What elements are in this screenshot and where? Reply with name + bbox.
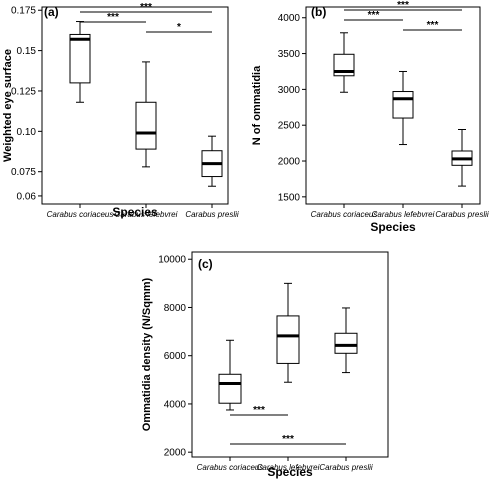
- y-tick-label: 2500: [278, 121, 301, 132]
- y-tick-label: 2000: [278, 157, 301, 168]
- y-tick-label: 0.10: [17, 127, 37, 138]
- significance-label: ***: [253, 405, 265, 416]
- y-tick-label: 10000: [158, 255, 186, 266]
- y-tick-label: 0.15: [17, 46, 37, 57]
- iqr-box: [135, 101, 157, 150]
- iqr-box: [276, 315, 300, 364]
- significance-label: ***: [140, 2, 152, 13]
- x-axis-title: Species: [267, 465, 313, 479]
- x-axis-title: Species: [112, 205, 158, 219]
- box-3: [451, 128, 473, 187]
- y-tick-label: 3000: [278, 85, 301, 96]
- x-tick-label: Carabus preslii: [319, 463, 373, 472]
- y-axis-title: Weighted eye surface: [2, 49, 14, 162]
- y-axis-title: N of ommatidia: [251, 65, 263, 145]
- panel-label: (a): [44, 5, 59, 19]
- y-tick-label: 8000: [164, 303, 187, 314]
- x-tick-label: Carabus lefebvrei: [115, 210, 178, 219]
- x-tick-label: Carabus coriaceus: [311, 210, 378, 219]
- panel-label: (c): [198, 257, 213, 271]
- x-tick-label: Carabus lefebvrei: [257, 463, 320, 472]
- box-2: [392, 70, 414, 146]
- significance-label: ***: [427, 20, 439, 31]
- y-tick-label: 0.075: [11, 167, 36, 178]
- box-1: [218, 339, 242, 411]
- x-tick-label: Carabus preslii: [185, 210, 239, 219]
- box-3: [334, 307, 358, 374]
- iqr-box: [218, 373, 242, 404]
- plot-frame: [305, 6, 481, 205]
- iqr-box: [334, 332, 358, 354]
- x-tick-label: Carabus preslii: [435, 210, 489, 219]
- x-axis-title: Species: [370, 220, 416, 234]
- y-tick-label: 1500: [278, 192, 301, 203]
- panel-label: (b): [311, 5, 326, 19]
- iqr-box: [392, 91, 414, 119]
- significance-bracket: ***: [344, 0, 462, 11]
- box-1: [333, 32, 355, 93]
- y-tick-label: 4000: [278, 13, 301, 24]
- y-tick-label: 2000: [164, 448, 187, 459]
- significance-label: ***: [397, 0, 409, 11]
- box-2: [135, 61, 157, 168]
- y-tick-label: 0.175: [11, 6, 36, 17]
- iqr-box: [69, 33, 91, 84]
- panel-a: (a) 0.06 0.075 0.10 0.125 0.15 0.175 Carabus co…: [2, 2, 239, 219]
- significance-bracket: *: [146, 22, 212, 33]
- significance-label: ***: [282, 434, 294, 445]
- y-tick-label: 4000: [164, 399, 187, 410]
- plot-frame: [41, 6, 229, 205]
- significance-bracket: ***: [80, 12, 146, 23]
- x-tick-label: Carabus lefebvrei: [372, 210, 435, 219]
- panel-b: (b) 1500 2000 2500 3000 3500 4000 Carabus coria…: [251, 0, 489, 234]
- box-2: [276, 282, 300, 383]
- significance-bracket: ***: [230, 434, 346, 445]
- significance-bracket: ***: [230, 405, 288, 416]
- significance-bracket: ***: [403, 20, 462, 31]
- y-tick-label: 0.125: [11, 86, 36, 97]
- significance-bracket: ***: [344, 10, 403, 21]
- box-1: [69, 21, 91, 103]
- significance-label: ***: [368, 10, 380, 21]
- y-tick-label: 0.06: [17, 191, 37, 202]
- panel-c: (c) 2000 4000 6000 8000 10000 Carabus coriaceu…: [141, 251, 389, 479]
- x-tick-label: Carabus coriaceus: [197, 463, 264, 472]
- significance-bracket: ***: [80, 2, 212, 13]
- x-tick-label: Carabus coriaceus: [47, 210, 114, 219]
- significance-label: *: [177, 22, 181, 33]
- y-tick-label: 3500: [278, 49, 301, 60]
- box-3: [201, 135, 223, 187]
- significance-label: ***: [107, 12, 119, 23]
- y-tick-label: 6000: [164, 351, 187, 362]
- plot-frame: [191, 251, 389, 458]
- y-axis-title: Ommatidia density (N/Sqmm): [141, 277, 153, 431]
